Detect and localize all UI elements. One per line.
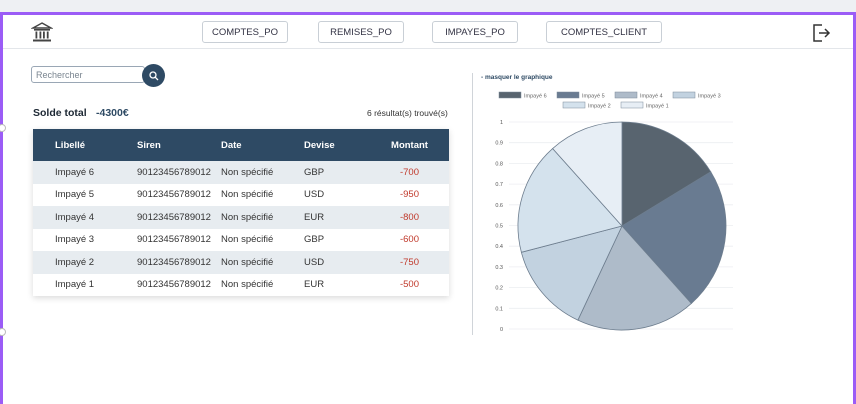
pie-slice: [517, 147, 623, 253]
legend-swatch: [614, 91, 638, 99]
resize-handle-left[interactable]: [0, 124, 6, 132]
cell-libelle: Impayé 4: [55, 211, 95, 223]
cell-siren: 90123456789012: [137, 166, 211, 178]
nav-button-remises-po[interactable]: REMISES_PO: [318, 21, 404, 43]
pie-slice: [552, 121, 623, 228]
legend-swatch: [562, 101, 586, 109]
cell-devise: GBP: [304, 166, 325, 178]
cell-libelle: Impayé 5: [55, 189, 95, 201]
cell-siren: 90123456789012: [137, 279, 211, 291]
panel-divider: [472, 73, 473, 335]
y-tick-label: 0.5: [495, 224, 503, 230]
cell-devise: EUR: [304, 211, 325, 223]
search-button[interactable]: [142, 64, 165, 87]
pie-slice: [621, 121, 712, 227]
y-tick-label: 0: [500, 327, 503, 333]
top-navbar: COMPTES_PO REMISES_PO IMPAYES_PO COMPTES…: [3, 15, 853, 49]
y-tick-label: 0.6: [495, 203, 503, 209]
cell-siren: 90123456789012: [137, 256, 211, 268]
cell-devise: GBP: [304, 234, 325, 246]
table-row[interactable]: Impayé 3 90123456789012 Non spécifié GBP…: [33, 228, 449, 251]
nav-button-impayes-po[interactable]: IMPAYES_PO: [432, 21, 518, 43]
legend-label: Impayé 4: [640, 94, 663, 100]
cell-libelle: Impayé 3: [55, 234, 95, 246]
solde-value: -4300€: [96, 107, 129, 119]
legend-swatch: [620, 101, 644, 109]
impayes-table: Libellé Siren Date Devise Montant Impayé…: [33, 129, 449, 296]
cell-siren: 90123456789012: [137, 211, 211, 223]
cell-date: Non spécifié: [221, 256, 274, 268]
search-icon: [148, 70, 158, 80]
app-frame: COMPTES_PO REMISES_PO IMPAYES_PO COMPTES…: [0, 12, 856, 404]
legend-swatch: [498, 91, 522, 99]
y-tick-label: 0.3: [495, 265, 503, 271]
y-tick-label: 0.1: [495, 306, 503, 312]
cell-devise: USD: [304, 256, 325, 268]
legend-label: Impayé 1: [646, 104, 669, 110]
cell-montant: -500: [399, 279, 419, 291]
y-tick-label: 0.4: [495, 244, 503, 250]
table-row[interactable]: Impayé 4 90123456789012 Non spécifié EUR…: [33, 206, 449, 229]
cell-libelle: Impayé 6: [55, 166, 95, 178]
cell-montant: -750: [399, 256, 419, 268]
cell-libelle: Impayé 2: [55, 256, 95, 268]
legend-swatch: [672, 91, 696, 99]
pie-slice: [520, 225, 623, 321]
legend-label: Impayé 5: [582, 94, 605, 100]
resize-handle-left[interactable]: [0, 328, 6, 336]
pie-slice: [621, 171, 727, 305]
legend-label: Impayé 3: [698, 94, 721, 100]
nav-button-comptes-client[interactable]: COMPTES_CLIENT: [546, 21, 662, 43]
table-row[interactable]: Impayé 5 90123456789012 Non spécifié USD…: [33, 183, 449, 206]
hide-chart-link[interactable]: - masquer le graphique: [481, 74, 553, 81]
pie-chart: Impayé 6 Impayé 5 Impayé 4 Impayé 3 Impayé 2…: [495, 91, 733, 333]
table-row[interactable]: Impayé 1 90123456789012 Non spécifié EUR…: [33, 273, 449, 296]
col-header-montant[interactable]: Montant: [391, 139, 428, 151]
table-row[interactable]: Impayé 2 90123456789012 Non spécifié USD…: [33, 251, 449, 274]
logout-icon[interactable]: [810, 22, 832, 44]
search-input[interactable]: [31, 66, 145, 83]
y-tick-label: 0.9: [495, 141, 503, 147]
nav-button-comptes-po[interactable]: COMPTES_PO: [202, 21, 288, 43]
cell-siren: 90123456789012: [137, 234, 211, 246]
col-header-libelle[interactable]: Libellé: [55, 139, 86, 151]
col-header-devise[interactable]: Devise: [304, 139, 335, 151]
cell-devise: EUR: [304, 279, 325, 291]
table-row[interactable]: Impayé 6 90123456789012 Non spécifié GBP…: [33, 161, 449, 184]
cell-siren: 90123456789012: [137, 189, 211, 201]
y-tick-label: 0.8: [495, 161, 503, 167]
y-tick-label: 1: [500, 120, 503, 126]
legend-label: Impayé 2: [588, 104, 611, 110]
cell-devise: USD: [304, 189, 325, 201]
col-header-date[interactable]: Date: [221, 139, 242, 151]
cell-date: Non spécifié: [221, 166, 274, 178]
cell-date: Non spécifié: [221, 189, 274, 201]
cell-montant: -700: [399, 166, 419, 178]
cell-date: Non spécifié: [221, 234, 274, 246]
cell-montant: -600: [399, 234, 419, 246]
legend-label: Impayé 6: [524, 94, 547, 100]
y-tick-label: 0.2: [495, 286, 503, 292]
legend-swatch: [556, 91, 580, 99]
table-header: Libellé Siren Date Devise Montant: [33, 129, 449, 161]
cell-montant: -950: [399, 189, 419, 201]
col-header-siren[interactable]: Siren: [137, 139, 161, 151]
pie-slice: [577, 225, 692, 331]
cell-montant: -800: [399, 211, 419, 223]
cell-date: Non spécifié: [221, 279, 274, 291]
results-count: 6 résultat(s) trouvé(s): [367, 108, 448, 118]
bank-icon[interactable]: [31, 21, 53, 43]
y-tick-label: 0.7: [495, 182, 503, 188]
cell-libelle: Impayé 1: [55, 279, 95, 291]
cell-date: Non spécifié: [221, 211, 274, 223]
solde-label: Solde total: [33, 107, 87, 119]
